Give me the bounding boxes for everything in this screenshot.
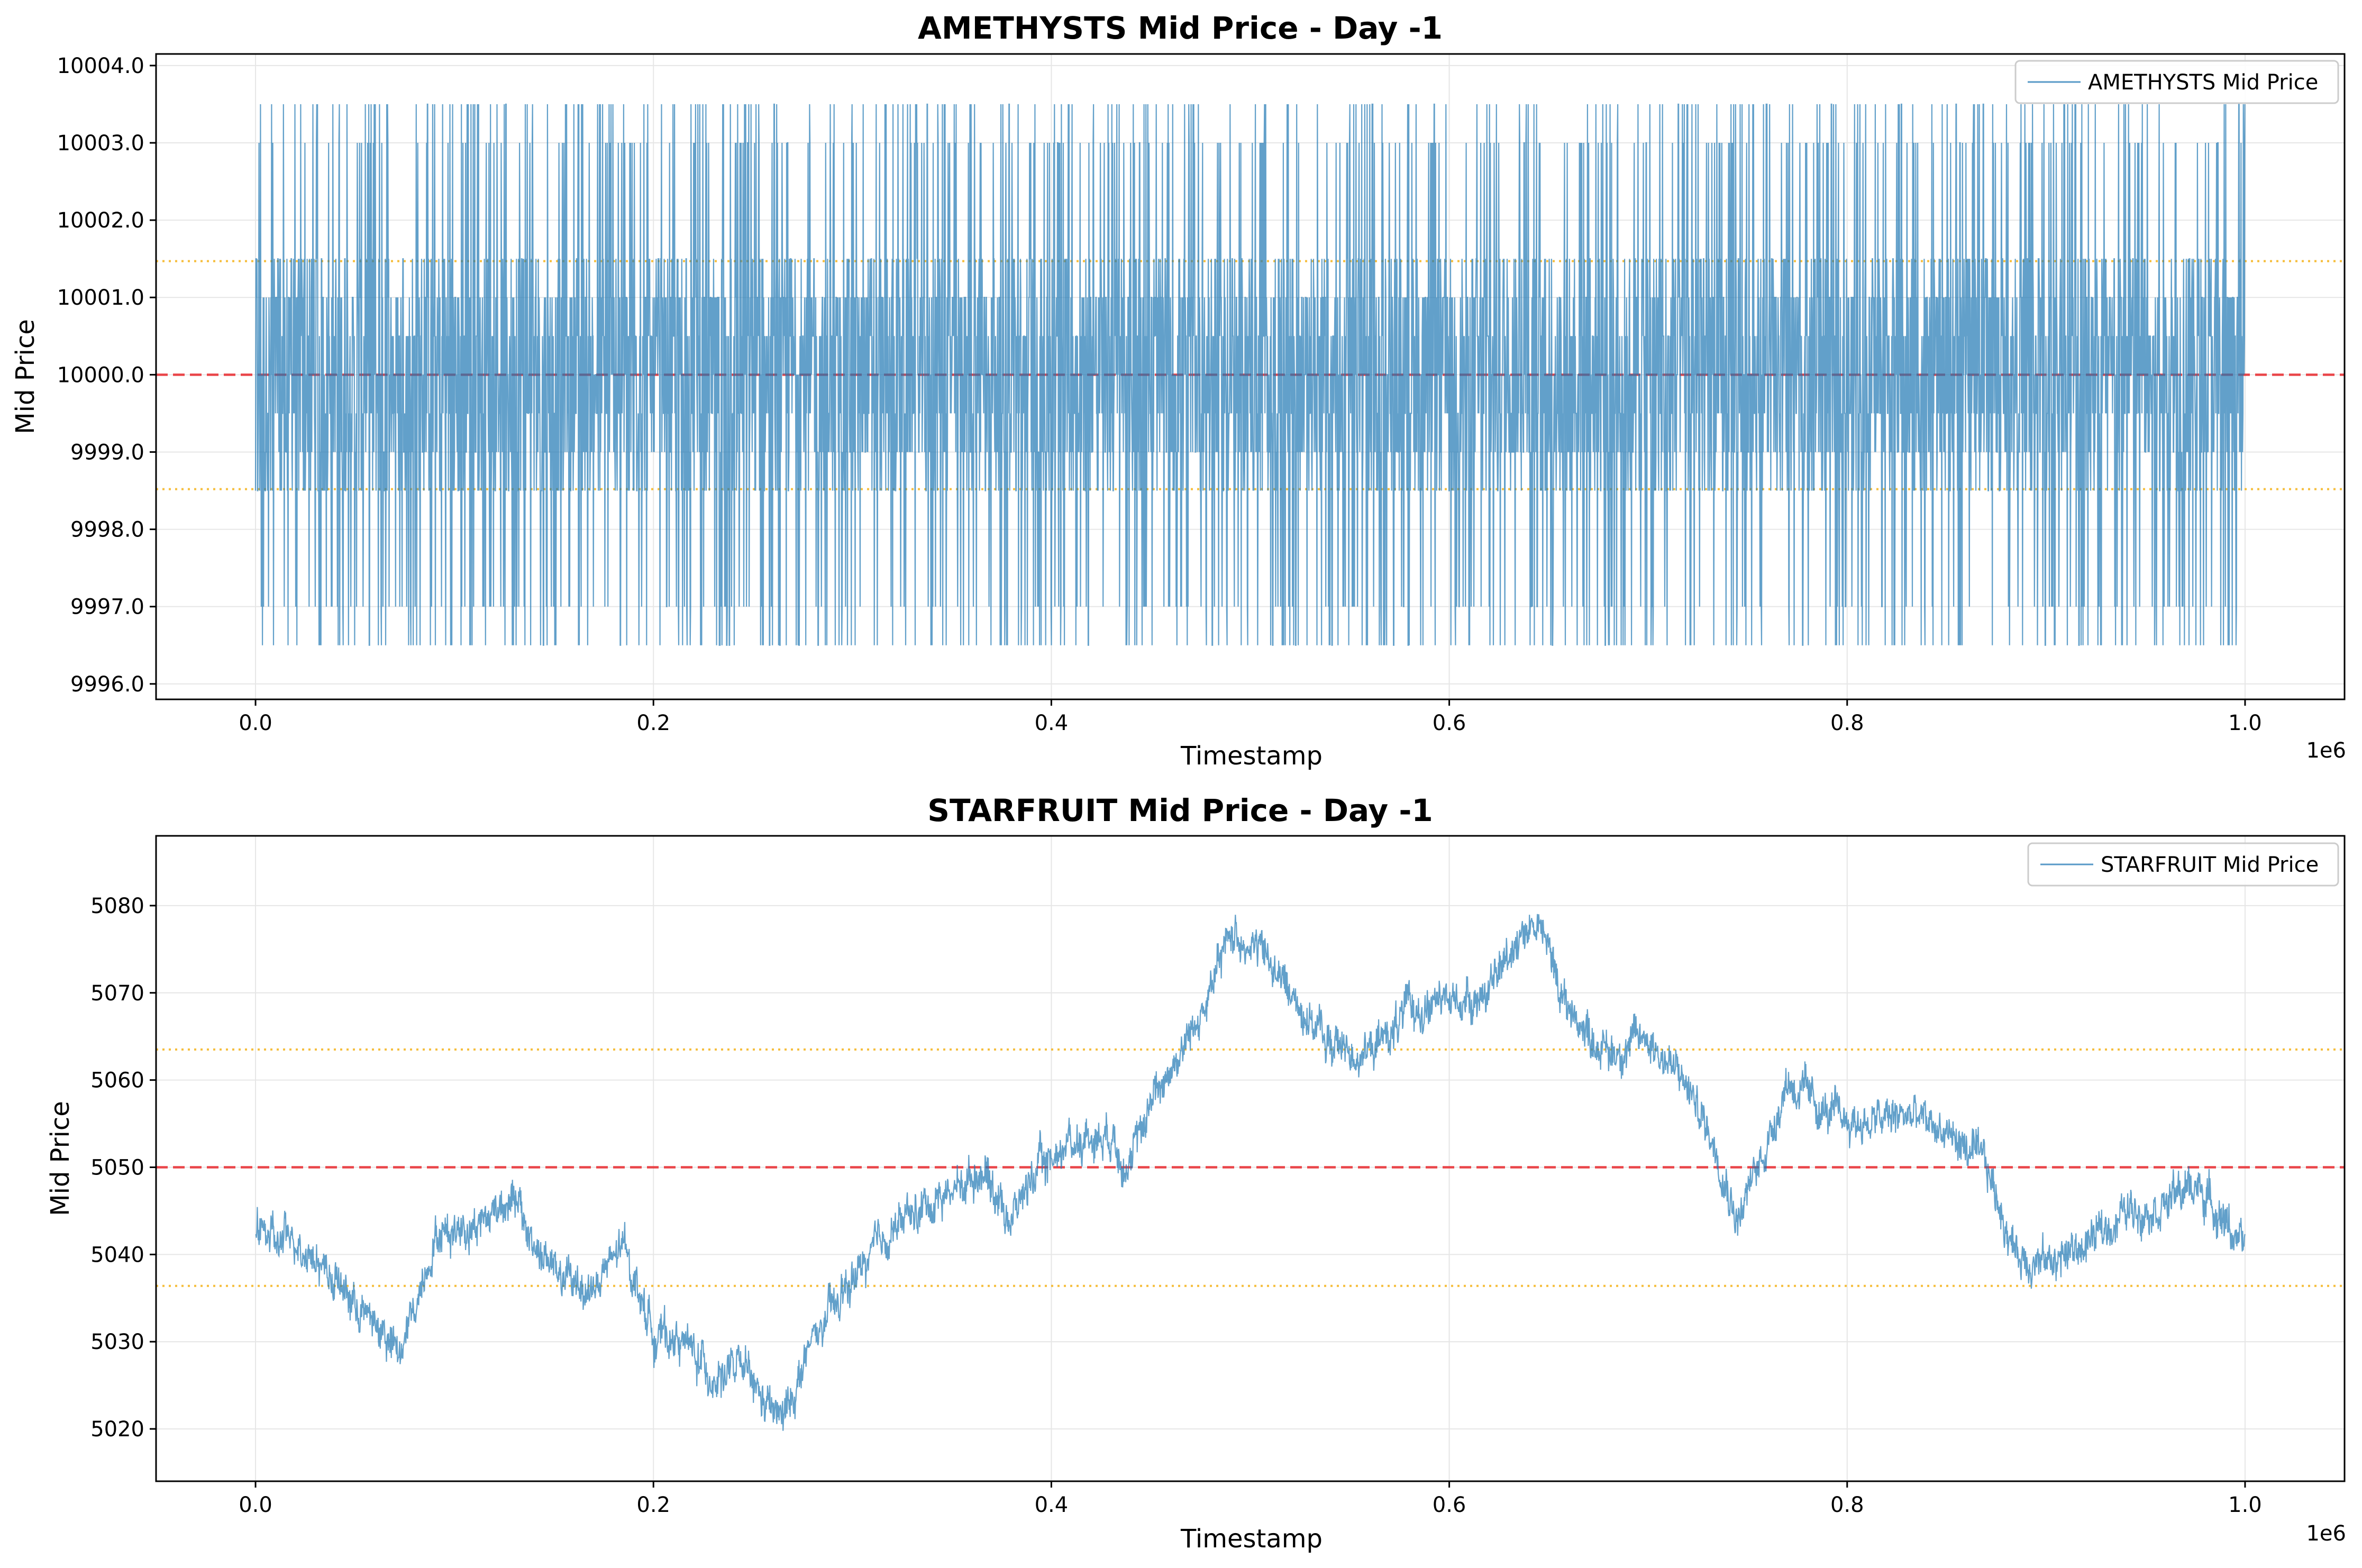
y-tick-label: 5070 xyxy=(90,981,144,1006)
y-tick-label: 10001.0 xyxy=(57,286,144,310)
axes xyxy=(155,53,2346,700)
y-tick-label: 5030 xyxy=(90,1330,144,1354)
plot-frame xyxy=(155,53,2346,700)
ticks: 0.0 0.2 0.4 0.6 0.8 1.0 5020 5030 5040 5050 5060 50… xyxy=(90,894,2262,1517)
amethysts-chart: AMETHYSTS Mid Price - Day -1 0.0 0.2 0.4 0.… xyxy=(11,10,2346,771)
series-layer xyxy=(254,103,2246,646)
plot-frame xyxy=(155,835,2346,1482)
legend-box xyxy=(2027,842,2339,887)
x-tick-label: 0.6 xyxy=(1433,711,1466,735)
x-offset-label: 1e6 xyxy=(2306,1521,2346,1546)
x-tick-label: 0.6 xyxy=(1433,1493,1466,1517)
x-axis-label: Timestamp xyxy=(1180,1524,1323,1554)
series-line xyxy=(255,914,2246,1431)
y-tick-label: 9998.0 xyxy=(70,518,144,542)
y-tick-label: 10002.0 xyxy=(57,208,144,233)
x-tick-label: 0.2 xyxy=(636,1493,670,1517)
legend: STARFRUIT Mid Price xyxy=(2027,842,2339,887)
x-tick-label: 0.2 xyxy=(636,711,670,735)
reference-lines xyxy=(156,1048,2345,1287)
y-tick-label: 10004.0 xyxy=(57,54,144,78)
y-tick-label: 9997.0 xyxy=(70,595,144,619)
y-tick-label: 9999.0 xyxy=(70,440,144,464)
x-tick-label: 0.8 xyxy=(1830,711,1864,735)
x-tick-label: 1.0 xyxy=(2228,1493,2262,1517)
x-axis-label: Timestamp xyxy=(1180,741,1323,771)
x-tick-label: 1.0 xyxy=(2228,711,2262,735)
x-tick-label: 0.4 xyxy=(1035,711,1069,735)
chart-title: STARFRUIT Mid Price - Day -1 xyxy=(927,792,1433,828)
y-tick-label: 9996.0 xyxy=(70,672,144,697)
x-tick-label: 0.8 xyxy=(1830,1493,1864,1517)
legend: AMETHYSTS Mid Price xyxy=(2014,60,2339,104)
y-tick-label: 5040 xyxy=(90,1243,144,1267)
x-tick-label: 0.4 xyxy=(1035,1493,1069,1517)
legend-box xyxy=(2014,60,2339,104)
grid xyxy=(156,836,2345,1481)
chart-title: AMETHYSTS Mid Price - Day -1 xyxy=(918,10,1443,46)
x-tick-label: 0.0 xyxy=(239,711,272,735)
y-tick-label: 5060 xyxy=(90,1069,144,1093)
y-tick-label: 5020 xyxy=(90,1417,144,1442)
series-layer xyxy=(255,914,2246,1431)
y-axis-label: Mid Price xyxy=(11,319,40,434)
y-tick-label: 5080 xyxy=(90,894,144,918)
axes xyxy=(155,835,2346,1482)
ticks: 0.0 0.2 0.4 0.6 0.8 1.0 9996.0 9997.0 9998.0 9999… xyxy=(57,54,2262,735)
y-tick-label: 10000.0 xyxy=(57,363,144,387)
y-tick-label: 10003.0 xyxy=(57,131,144,156)
y-tick-label: 5050 xyxy=(90,1155,144,1180)
series-line xyxy=(254,103,2246,646)
legend-entry-label: STARFRUIT Mid Price xyxy=(2101,853,2319,877)
legend-entry-label: AMETHYSTS Mid Price xyxy=(2088,70,2318,95)
y-axis-label: Mid Price xyxy=(45,1101,75,1216)
x-tick-label: 0.0 xyxy=(239,1493,272,1517)
starfruit-chart: STARFRUIT Mid Price - Day -1 0.0 0.2 0.4 0.… xyxy=(45,792,2346,1554)
x-offset-label: 1e6 xyxy=(2306,739,2346,763)
